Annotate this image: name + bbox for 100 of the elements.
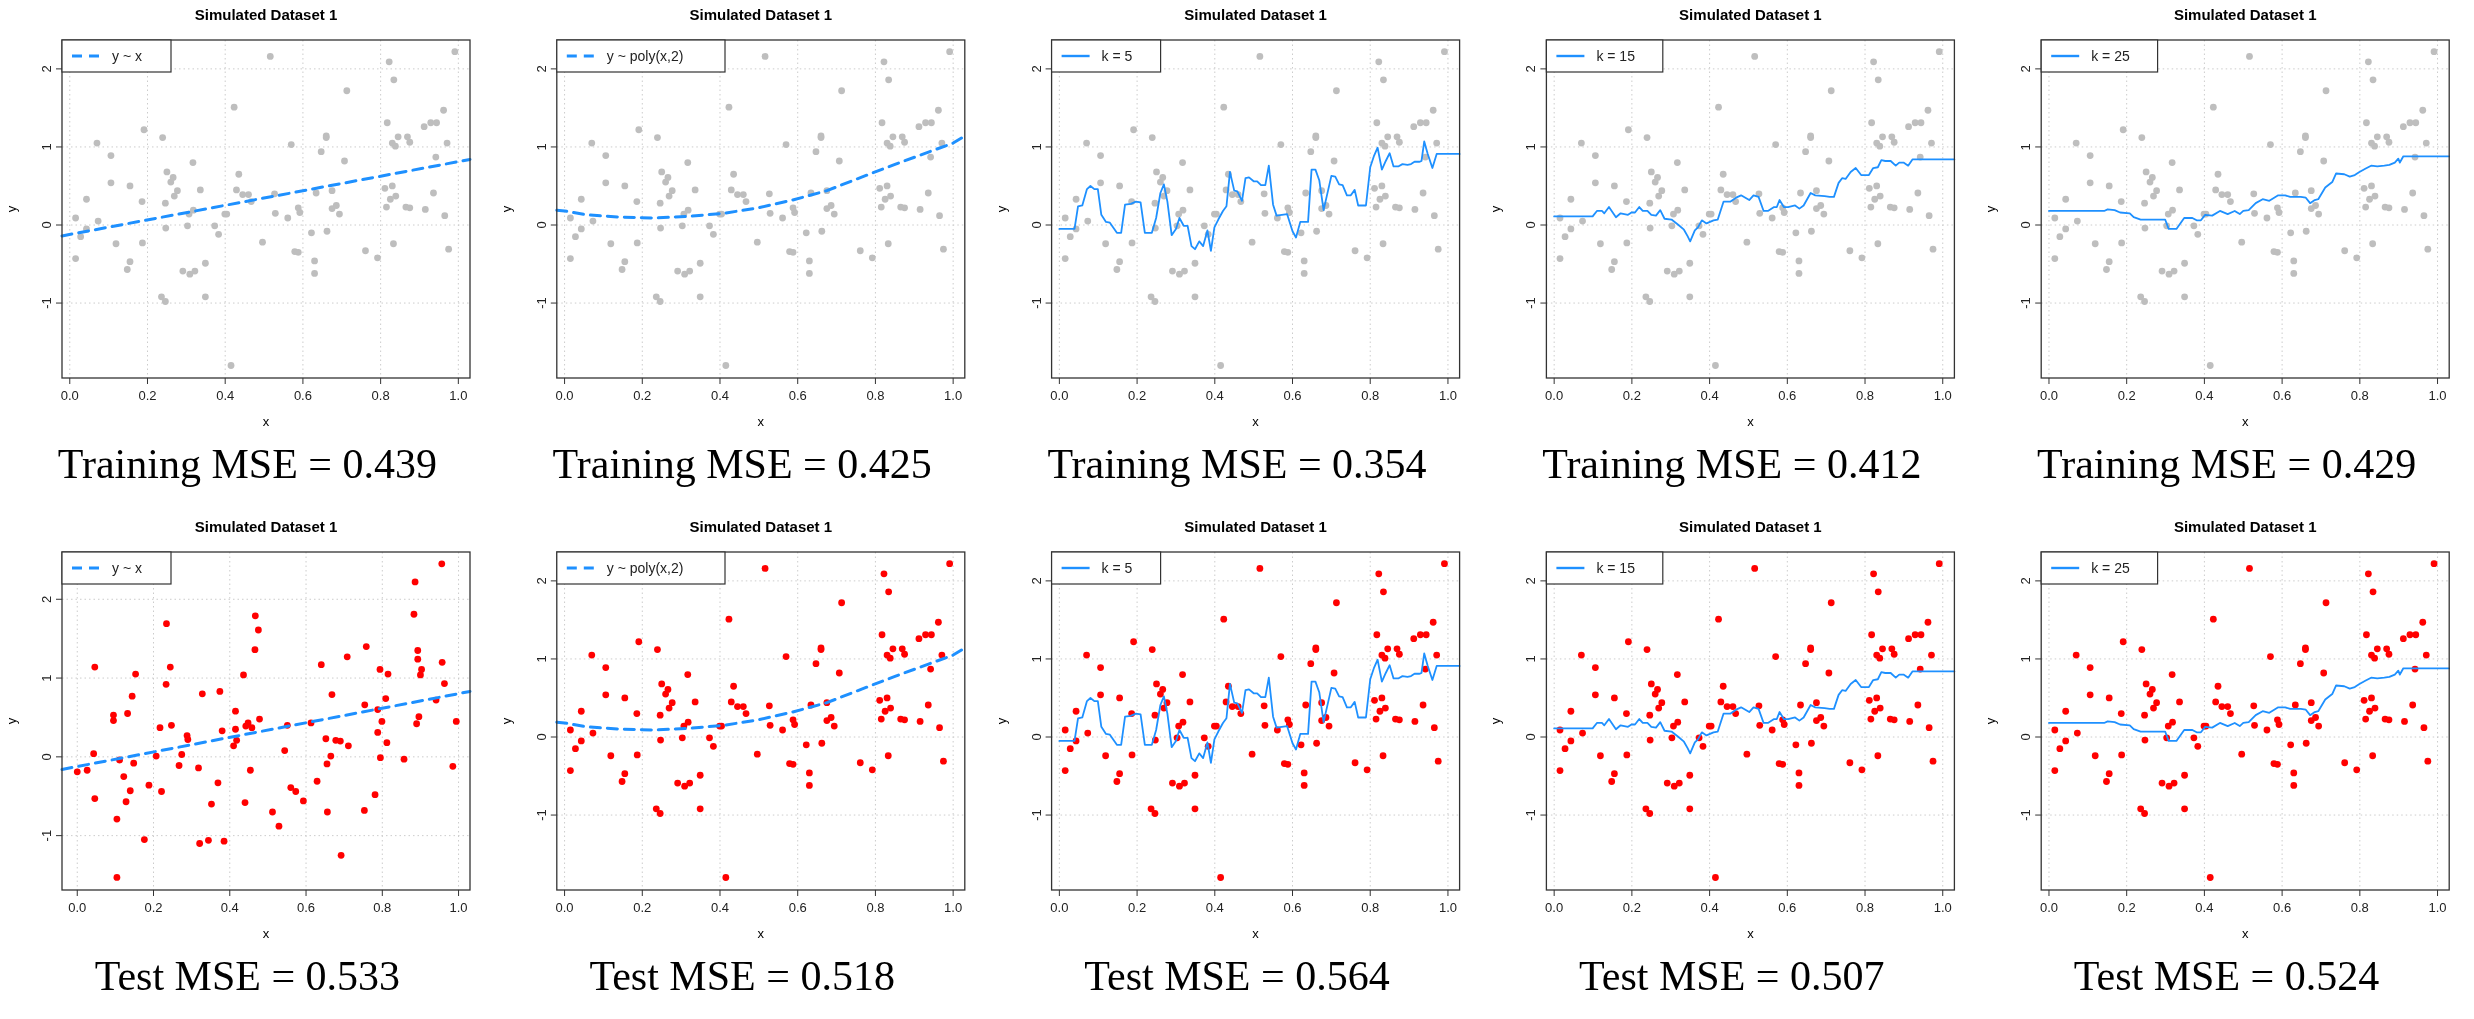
chart-title: Simulated Dataset 1 <box>689 518 833 535</box>
x-tick-label: 1.0 <box>944 388 963 403</box>
legend-label: k = 25 <box>2091 560 2130 576</box>
x-axis-title: x <box>262 926 270 941</box>
x-tick-label: 0.0 <box>1050 900 1069 915</box>
y-tick-label: 1 <box>533 655 549 663</box>
y-axis-title: y <box>4 717 19 725</box>
x-axis-title: x <box>1252 926 1260 941</box>
y-tick-label: 2 <box>533 65 549 73</box>
x-tick-label: 0.8 <box>373 900 392 915</box>
x-tick-label: 1.0 <box>944 900 963 915</box>
y-tick-label: 2 <box>39 595 54 603</box>
x-tick-label: 0.6 <box>297 900 316 915</box>
y-tick-label: 2 <box>1523 577 1539 585</box>
y-tick-label: -1 <box>2018 809 2034 821</box>
x-tick-label: 1.0 <box>1438 900 1457 915</box>
x-tick-label: 1.0 <box>449 900 468 915</box>
x-tick-label: 0.6 <box>1778 900 1797 915</box>
x-tick-label: 0.2 <box>633 388 652 403</box>
chart-title: Simulated Dataset 1 <box>1679 518 1822 535</box>
y-tick-label: -1 <box>2018 297 2034 309</box>
chart-title: Simulated Dataset 1 <box>1184 6 1327 23</box>
y-axis-title: y <box>1983 717 1999 725</box>
legend-label: y ~ poly(x,2) <box>606 560 684 576</box>
y-tick-label: 0 <box>1523 733 1539 741</box>
y-tick-label: 0 <box>2018 221 2034 229</box>
y-tick-label: -1 <box>1523 809 1539 821</box>
x-axis-title: x <box>2241 414 2249 429</box>
y-tick-label: 1 <box>533 143 549 151</box>
x-tick-label: 0.8 <box>371 388 390 403</box>
text: Test MSE = 0.533 <box>94 953 401 999</box>
y-tick-label: 1 <box>1523 143 1539 151</box>
x-tick-label: 0.4 <box>1205 900 1224 915</box>
y-tick-label: -1 <box>533 809 549 821</box>
y-tick-label: 1 <box>1028 143 1044 151</box>
x-tick-label: 0.0 <box>68 900 87 915</box>
y-tick-label: -1 <box>533 297 549 309</box>
y-axis-title: y <box>1488 717 1504 725</box>
y-tick-label: 0 <box>2018 733 2034 741</box>
x-axis-title: x <box>1747 414 1755 429</box>
x-tick-label: 0.0 <box>1545 388 1564 403</box>
x-tick-label: 0.2 <box>1128 388 1147 403</box>
y-axis-title: y <box>993 205 1009 213</box>
legend-label: k = 15 <box>1596 560 1636 576</box>
y-tick-label: 2 <box>533 577 549 585</box>
y-tick-label: 1 <box>2018 655 2034 663</box>
chart-title: Simulated Dataset 1 <box>2173 518 2317 535</box>
x-tick-label: 0.4 <box>216 388 235 403</box>
x-tick-label: 0.8 <box>1361 900 1380 915</box>
text: Training MSE = 0.429 <box>2037 441 2417 487</box>
x-axis-title: x <box>262 414 270 429</box>
text: Test MSE = 0.507 <box>1579 953 1885 999</box>
y-tick-label: 2 <box>1028 577 1044 585</box>
y-tick-label: -1 <box>39 297 54 309</box>
chart-title: Simulated Dataset 1 <box>1679 6 1822 23</box>
x-tick-label: 1.0 <box>449 388 468 403</box>
y-axis-title: y <box>498 205 514 213</box>
x-axis-title: x <box>1252 414 1260 429</box>
line-series <box>2048 667 2451 742</box>
x-tick-label: 0.4 <box>2195 388 2214 403</box>
x-tick-label: 0.2 <box>1622 900 1641 915</box>
chart-title: Simulated Dataset 1 <box>194 518 338 535</box>
x-tick-label: 0.4 <box>1700 388 1719 403</box>
line-series <box>1553 670 1956 755</box>
x-tick-label: 0.4 <box>710 900 730 915</box>
chart-title: Simulated Dataset 1 <box>1184 518 1327 535</box>
x-tick-label: 0.2 <box>633 900 652 915</box>
text: Test MSE = 0.564 <box>1084 953 1390 999</box>
x-tick-label: 0.4 <box>710 388 730 403</box>
x-tick-label: 0.8 <box>866 388 885 403</box>
x-tick-label: 0.6 <box>293 388 312 403</box>
x-tick-label: 0.6 <box>2273 900 2292 915</box>
x-tick-label: 1.0 <box>1438 388 1457 403</box>
y-tick-label: -1 <box>39 829 54 842</box>
y-axis-title: y <box>1488 205 1504 213</box>
x-tick-label: 0.4 <box>220 900 239 915</box>
x-tick-label: 1.0 <box>2428 388 2447 403</box>
legend-label: k = 5 <box>1101 48 1133 64</box>
x-axis-title: x <box>2241 926 2249 941</box>
x-axis-title: x <box>1747 926 1755 941</box>
x-tick-label: 0.4 <box>1205 388 1224 403</box>
legend-label: k = 5 <box>1101 560 1133 576</box>
x-tick-label: 0.0 <box>2039 388 2059 403</box>
chart-title: Simulated Dataset 1 <box>194 6 338 23</box>
y-tick-label: 0 <box>1028 733 1044 741</box>
x-tick-label: 0.2 <box>2117 388 2136 403</box>
text: Training MSE = 0.412 <box>1542 441 1922 487</box>
x-tick-label: 0.0 <box>1050 388 1069 403</box>
x-tick-label: 0.8 <box>1855 900 1875 915</box>
legend-label: y ~ x <box>112 560 142 576</box>
x-tick-label: 0.6 <box>2273 388 2292 403</box>
x-tick-label: 0.8 <box>2350 900 2369 915</box>
x-tick-label: 1.0 <box>1933 388 1952 403</box>
x-tick-label: 1.0 <box>2428 900 2447 915</box>
y-tick-label: 1 <box>2018 143 2034 151</box>
x-tick-label: 0.6 <box>1778 388 1797 403</box>
y-tick-label: 0 <box>39 221 54 229</box>
x-tick-label: 0.6 <box>1283 388 1302 403</box>
y-tick-label: 0 <box>39 753 54 761</box>
x-tick-label: 0.4 <box>1700 900 1719 915</box>
